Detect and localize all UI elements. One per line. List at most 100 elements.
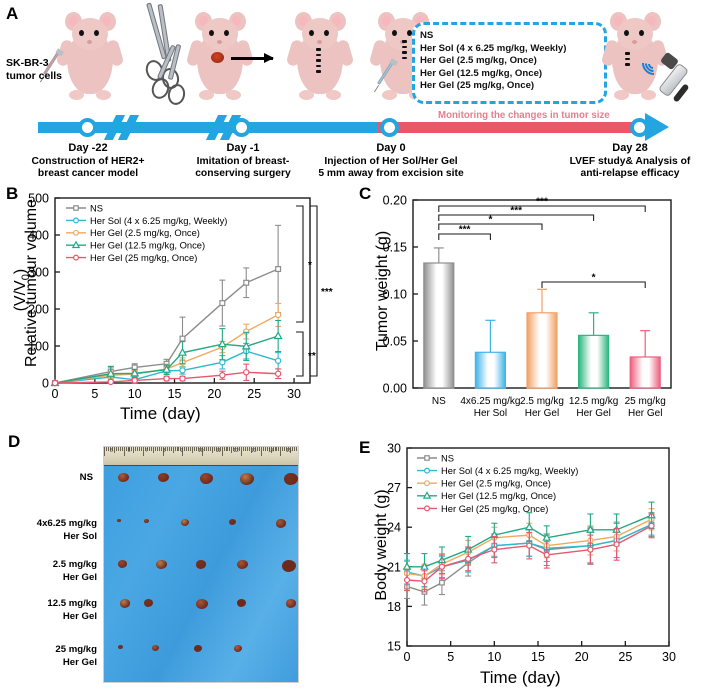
y-tick-label: 21 [387, 560, 401, 574]
tumour-nodule [118, 645, 123, 650]
ruler-number: 14 [268, 448, 274, 454]
ruler-graduation [203, 447, 205, 451]
data-point-marker [106, 368, 116, 377]
ruler-graduation [141, 447, 143, 451]
mouse-illustration-2 [185, 10, 257, 105]
timeline-label-day-22: Day -22 Construction of HER2+ breast can… [8, 142, 168, 181]
data-point-marker [543, 551, 550, 559]
y-tick-label: 0 [42, 377, 49, 391]
ruler-graduation [205, 447, 207, 451]
x-tick-label: 5 [447, 650, 454, 664]
ruler-graduation [278, 447, 280, 451]
ruler-graduation [105, 447, 107, 451]
data-point-marker [163, 375, 170, 382]
data-point-marker [107, 378, 114, 386]
series-line [406, 525, 652, 583]
mouse-illustration-1 [39, 10, 127, 105]
significance-bracket [310, 205, 318, 377]
row-label-1-line2: Her Sol [63, 530, 97, 542]
timeline-node-day-0 [380, 118, 399, 137]
ruler-graduation [217, 447, 219, 451]
ruler-graduation [147, 447, 149, 451]
data-point-marker [421, 578, 428, 585]
panel-letter-c: C [359, 184, 372, 203]
data-point-marker [219, 300, 226, 307]
treatment-item-0: NS [420, 30, 434, 41]
ruler-graduation [182, 447, 184, 456]
ruler-graduation [229, 447, 231, 451]
tumour-nodule [194, 645, 202, 652]
tumour-nodule [240, 473, 254, 485]
chart-legend: NS Her Sol (4 x 6.25 mg/kg, Weekly) Her Ge… [417, 452, 578, 514]
row-label-2-line1: 2.5 mg/kg [52, 559, 97, 570]
tumour-nodule [237, 599, 246, 607]
ruler-graduation [174, 447, 176, 451]
significance-bracket [541, 281, 646, 288]
ruler-graduation [268, 447, 270, 451]
timeline-label-day-28: Day 28 LVEF study& Analysis of anti-rela… [556, 142, 703, 181]
tumour-nodule [118, 473, 129, 483]
ruler-graduation [104, 447, 105, 456]
data-point-marker [243, 279, 250, 286]
ruler-graduation [252, 447, 254, 451]
tumour-nodule [156, 560, 167, 570]
significance-star: * [592, 273, 596, 284]
series-line [406, 523, 652, 577]
legend-label: Her Gel (12.5 mg/kg, Once) [441, 490, 556, 501]
mouse-illustration-5 [600, 10, 672, 105]
timeline-day-2: Day 0 [376, 142, 406, 154]
data-point-marker [73, 229, 79, 236]
x-category-label: 2.5 mg/kg [520, 396, 564, 407]
data-point-marker [178, 347, 187, 356]
y-tick-label: 27 [387, 481, 401, 495]
data-point-marker [438, 563, 446, 570]
series-line [54, 350, 279, 384]
ruler-graduation [180, 447, 182, 451]
x-tick-label: 20 [207, 387, 221, 401]
ruler-graduation [151, 447, 153, 451]
ruler-graduation [241, 447, 243, 456]
ruler-graduation [288, 447, 290, 451]
row-label-0-line1: NS [79, 472, 93, 483]
ruler-graduation [286, 447, 288, 451]
significance-star: *** [321, 287, 333, 298]
x-tick-label: 0 [404, 650, 411, 664]
data-point-marker [73, 205, 79, 211]
ruler-graduation [215, 447, 217, 451]
ruler-graduation [109, 447, 111, 451]
ruler-graduation [249, 447, 251, 451]
y-tick-label: 300 [28, 266, 49, 280]
row-label-2-line2: Her Gel [62, 571, 97, 583]
legend-label: Her Gel (2.5 mg/kg, Once) [441, 478, 551, 489]
ruler-graduation [270, 447, 272, 453]
legend-label: Her Gel (2.5 mg/kg, Once) [90, 227, 200, 238]
data-point-marker [586, 525, 595, 533]
y-tick-label: 15 [387, 640, 401, 654]
significance-star: * [308, 260, 312, 271]
ruler-graduation [125, 447, 127, 451]
data-point-marker [130, 368, 140, 377]
ruler-graduation [296, 447, 298, 451]
excised-tumour-photograph: 5 6 7 8 9 10 11 12 13 14 15 [103, 446, 299, 683]
panel-d-tumour-photo: D 5 6 7 8 9 10 11 12 13 14 15 NS 4x6.25 mg/kg Her … [0, 426, 355, 693]
x-category-label: 4x6.25 mg/kg [460, 396, 520, 407]
data-point-marker [273, 331, 283, 340]
ruler-graduation [168, 447, 170, 451]
x-tick-label: 5 [91, 387, 98, 401]
ruler-graduation [119, 447, 121, 451]
x-category-label: 12.5 mg/kg [569, 396, 618, 407]
ruler-graduation [196, 447, 198, 451]
treatment-groups-box: NS Her Sol (4 x 6.25 mg/kg, Weekly) Her … [412, 22, 607, 104]
ruler-graduation [225, 447, 227, 451]
significance-star: ** [308, 351, 316, 362]
panel-e-body-weight: E Body weight (g) 0 5 10 15 20 25 30 15 18 21 24 27… [355, 426, 703, 693]
panel-d-row-label-2: 2.5 mg/kg Her Gel [53, 559, 97, 584]
y-tick-label: 0.10 [383, 288, 407, 302]
y-tick-label: 500 [28, 192, 49, 206]
ruler-graduation [164, 447, 166, 451]
tumour-nodule [284, 473, 298, 485]
ruler-graduation [160, 447, 162, 451]
ruler-graduation [231, 447, 233, 453]
